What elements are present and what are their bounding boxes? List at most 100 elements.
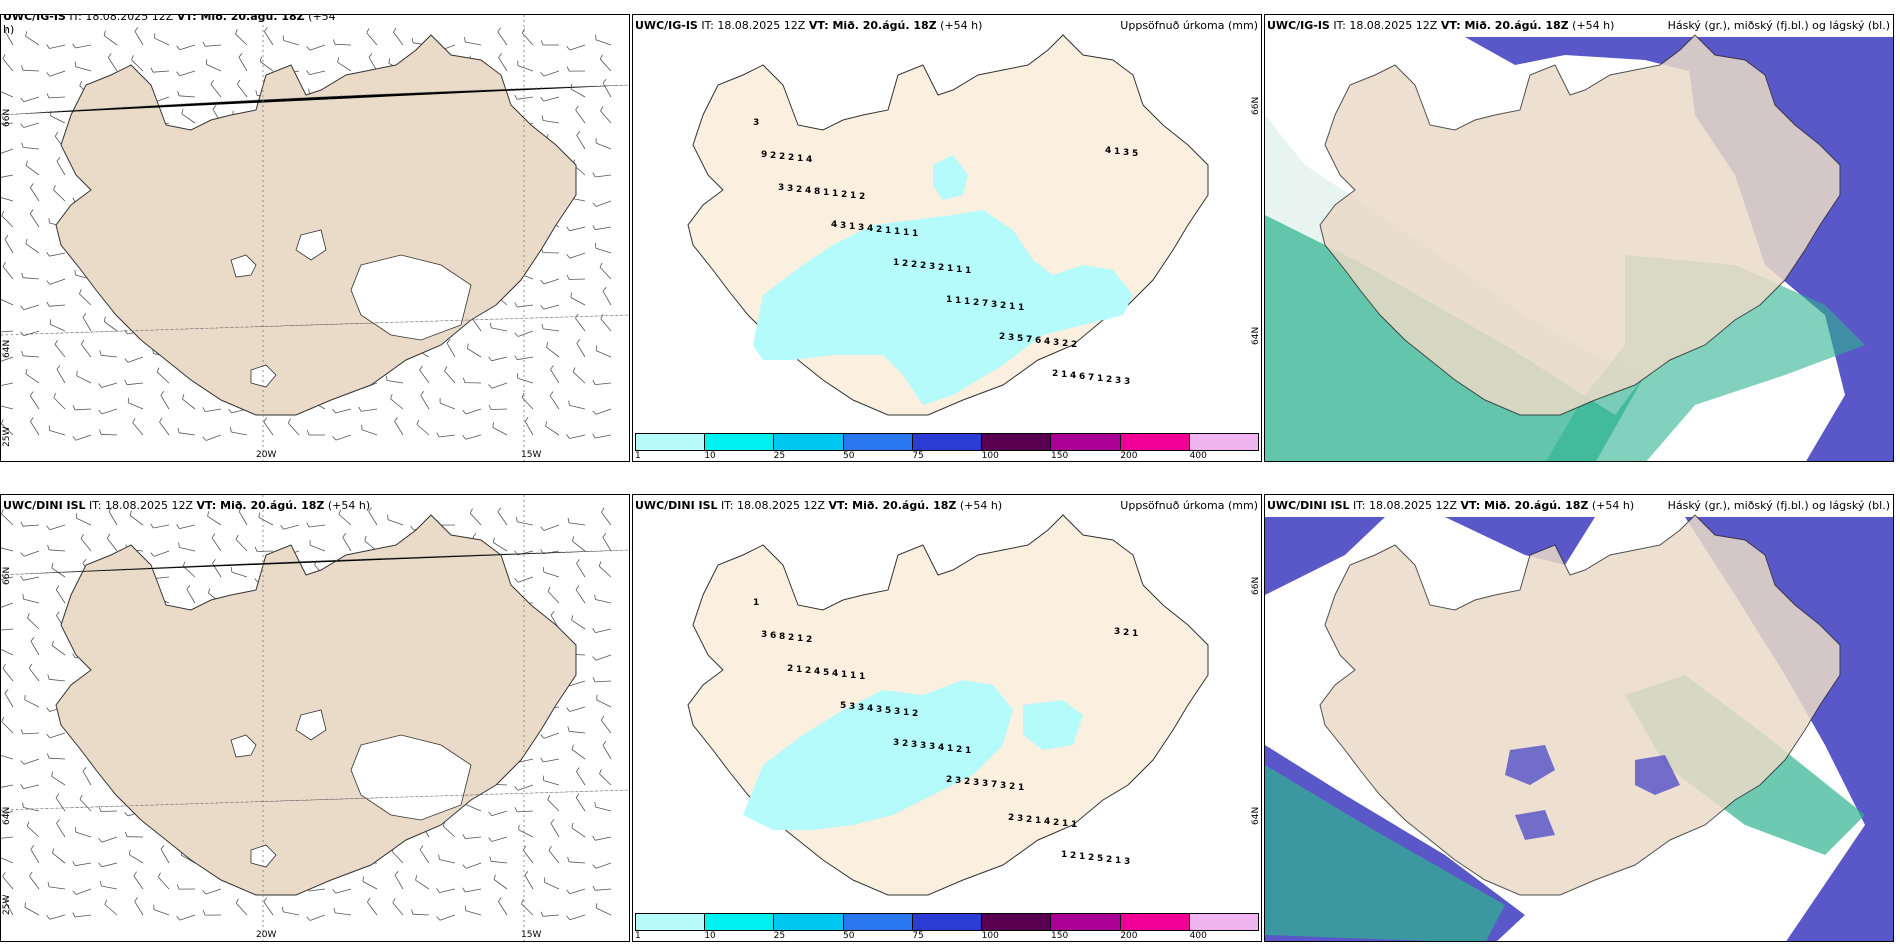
wind-barb <box>466 804 482 812</box>
wind-barb <box>179 524 196 529</box>
wind-barb <box>49 524 66 531</box>
precip-header: UWC/DINI ISL IT: 18.08.2025 12Z VT: Mið.… <box>635 499 1002 512</box>
wind-barb-flag <box>254 578 259 583</box>
wind-barb-flag <box>410 526 415 531</box>
wind-barb <box>76 375 92 384</box>
valid-time: VT: Mið. 20.ágú. 18Z <box>196 499 325 512</box>
wind-barb <box>75 44 92 49</box>
precip-value-label: 1 <box>1061 370 1067 380</box>
wind-barb <box>28 668 40 682</box>
precip-value-label: 3 <box>761 630 767 640</box>
cloud-title: Háský (gr.), miðský (fj.bl.) og lágský (… <box>1667 19 1890 32</box>
precip-value-label: 3 <box>1053 338 1059 348</box>
precip-area-east <box>1023 700 1083 750</box>
wind-barb-flag <box>124 380 128 385</box>
wind-barb <box>152 70 170 73</box>
wind-barb <box>106 538 118 552</box>
wind-barb-flag <box>20 97 25 103</box>
wind-barb <box>1 810 14 816</box>
wind-barb-flag <box>592 172 596 178</box>
wind-barb-flag <box>56 157 61 162</box>
precip-value-label: 4 <box>806 155 812 165</box>
wind-barb <box>179 547 196 552</box>
wind-barb-flag <box>541 115 544 121</box>
wind-barb-flag <box>28 663 33 669</box>
wind-barb-flag <box>235 898 239 904</box>
cloud-title: Háský (gr.), miðský (fj.bl.) og lágský (… <box>1667 499 1890 512</box>
wind-barb-flag <box>20 331 25 336</box>
wind-barb-flag <box>436 888 440 893</box>
wind-barb-flag <box>160 844 165 850</box>
wind-barb-flag <box>230 427 232 433</box>
wind-barb <box>439 402 456 410</box>
wind-barb-flag <box>2 663 6 669</box>
precip-value-label: 2 <box>1123 628 1129 638</box>
colorbar-cell <box>843 914 913 930</box>
wind-barb-flag <box>602 741 607 746</box>
wind-barb-flag <box>74 61 76 67</box>
wind-barb <box>82 770 92 786</box>
wind-barb <box>568 861 586 864</box>
wind-barb <box>419 369 430 384</box>
lon-25-label: 25W <box>2 894 12 915</box>
wind-barb-flag <box>210 79 214 85</box>
wind-barb-flag <box>150 67 154 73</box>
wind-barb-flag <box>592 656 597 661</box>
wind-barb <box>288 422 300 436</box>
wind-barb <box>127 356 144 363</box>
wind-barb <box>49 732 66 739</box>
wind-barb-flag <box>575 313 579 319</box>
wind-barb-flag <box>46 915 50 920</box>
wind-barb <box>80 344 92 358</box>
precip-value-label: 2 <box>788 153 794 163</box>
wind-barb <box>103 35 118 46</box>
wind-barb-flag <box>46 251 50 257</box>
wind-barb <box>601 511 612 526</box>
wind-barb <box>516 810 534 813</box>
precip-value-label: 1 <box>841 670 847 680</box>
wind-barb <box>22 355 40 358</box>
precip-value-label: 1 <box>1061 850 1067 860</box>
wind-header: UWC/DINI ISL IT: 18.08.2025 12Z VT: Mið.… <box>3 499 370 512</box>
wind-barb <box>569 44 586 51</box>
precip-value-label: 2 <box>1106 855 1112 865</box>
wind-barb <box>23 147 40 150</box>
wind-barb-flag <box>100 881 102 887</box>
wind-barb <box>543 758 560 763</box>
wind-barb <box>75 888 92 895</box>
precip-value-label: 9 <box>761 150 767 160</box>
wind-barb <box>517 758 534 763</box>
wind-barb <box>517 330 534 337</box>
wind-barb-flag <box>72 43 76 49</box>
wind-barb <box>446 342 456 358</box>
wind-barb-flag <box>72 436 77 441</box>
precip-value-label: 3 <box>876 705 882 715</box>
wind-barb-flag <box>366 28 370 33</box>
wind-barb-flag <box>411 37 414 43</box>
wind-barb <box>595 628 612 633</box>
precip-value-label: 1 <box>894 227 900 237</box>
wind-barb <box>82 316 92 332</box>
wind-barb-flag <box>124 811 129 817</box>
cloud-map <box>1265 34 1893 461</box>
wind-barb-flag <box>592 410 597 415</box>
wind-barb <box>30 640 40 656</box>
wind-barb <box>264 31 274 46</box>
wind-barb <box>491 836 508 842</box>
wind-barb-flag <box>436 432 440 438</box>
wind-barb <box>362 881 378 890</box>
precip-value-label: 4 <box>831 220 837 230</box>
precip-value-label: 1 <box>955 296 961 306</box>
precip-value-label: 2 <box>1053 818 1059 828</box>
colorbar-tick-label: 150 <box>1051 931 1069 941</box>
wind-barb-flag <box>540 526 545 531</box>
wind-barb-flag <box>469 508 473 514</box>
wind-header: UWC/IG-IS IT: 18.08.2025 12Z VT: Mið. 20… <box>3 15 336 36</box>
wind-barb-flag <box>26 821 30 827</box>
wind-barb-flag <box>47 674 50 680</box>
high-cloud-nw <box>1265 517 1385 595</box>
wind-barb <box>75 862 92 867</box>
init-time: IT: 18.08.2025 12Z <box>89 499 194 512</box>
wind-barb <box>595 654 612 661</box>
wind-barb-flag <box>438 854 440 860</box>
